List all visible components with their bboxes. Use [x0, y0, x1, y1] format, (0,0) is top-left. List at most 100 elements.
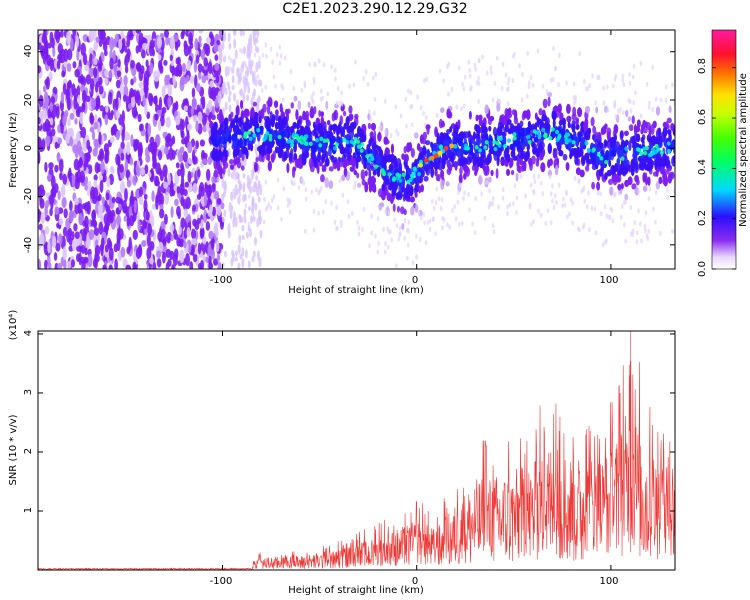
spectrogram-cell	[254, 143, 258, 155]
spectrogram-hotspot	[453, 144, 458, 149]
spectrogram-hotspot	[424, 157, 429, 163]
spectrogram-cell	[545, 89, 549, 95]
spectrogram-cell	[237, 117, 243, 127]
spectrogram-cell	[109, 37, 115, 51]
spectrogram-cell	[610, 165, 616, 176]
spectrogram-cell	[456, 199, 460, 205]
spectrogram-cell	[104, 244, 109, 253]
spectrogram-cell	[127, 30, 133, 39]
spectrogram-cell	[356, 182, 362, 188]
spectrogram-cell	[46, 42, 52, 49]
spectrogram-cell	[263, 196, 266, 202]
spectrogram-cell	[274, 121, 279, 130]
spectrogram-cell	[232, 217, 236, 228]
spectrogram-cell	[246, 181, 250, 189]
spectrogram-cell	[38, 65, 42, 74]
spectrogram-cell	[198, 35, 202, 43]
spectrogram-cell	[77, 94, 81, 105]
spectrogram-cell	[144, 85, 148, 99]
spectrogram-cell	[145, 154, 151, 163]
spectrogram-cell	[558, 149, 564, 157]
spectrogram-cell	[672, 155, 675, 164]
spectrogram-cell	[91, 130, 96, 141]
spectrogram-cell	[489, 70, 493, 76]
spectrogram-cell	[258, 55, 261, 61]
spectrogram-cell	[247, 260, 251, 269]
spectrogram-cell	[76, 140, 82, 155]
spectrogram-cell	[86, 139, 91, 151]
spectrogram-xtick-label: 100	[599, 275, 618, 286]
spectrogram-cell	[147, 223, 153, 236]
spectrogram-cell	[634, 152, 638, 164]
spectrogram-cell	[67, 260, 71, 269]
spectrogram-cell	[133, 199, 137, 213]
spectrogram-cell	[155, 114, 159, 121]
spectrogram-cell	[245, 231, 249, 239]
spectrogram-cell	[241, 258, 245, 269]
spectrogram-cell	[142, 94, 146, 107]
spectrogram-cell	[471, 221, 474, 227]
spectrogram-cell	[253, 52, 257, 58]
spectrogram-cell	[257, 146, 261, 152]
spectrogram-cell	[664, 98, 668, 104]
spectrogram-cell	[98, 221, 104, 235]
spectrogram-cell	[612, 83, 615, 89]
spectrogram-cell	[523, 112, 528, 119]
spectrogram-cell	[82, 163, 87, 172]
spectrogram-cell	[260, 87, 264, 93]
spectrogram-cell	[192, 218, 197, 227]
spectrogram-cell	[195, 54, 200, 64]
spectrogram-cell	[403, 145, 407, 154]
spectrogram-cell	[369, 131, 374, 138]
spectrogram-cell	[503, 135, 507, 146]
spectrogram-cell	[575, 123, 580, 130]
spectrogram-hotspot	[498, 136, 503, 141]
spectrogram-cell	[108, 70, 113, 79]
spectrogram-cell	[314, 187, 318, 193]
spectrogram-cell	[666, 159, 671, 168]
spectrogram-cell	[101, 196, 105, 206]
spectrogram-cell	[432, 142, 438, 154]
colorbar-tick-label: 0.2	[697, 210, 708, 226]
spectrogram-cell	[58, 218, 64, 226]
spectrogram-cell	[523, 152, 529, 162]
spectrogram-cell	[205, 256, 209, 264]
spectrogram-cell	[103, 50, 108, 57]
spectrogram-cell	[368, 182, 373, 193]
spectrogram-cell	[194, 203, 199, 213]
spectrogram-cell	[631, 228, 635, 234]
spectrogram-cell	[234, 250, 238, 257]
spectrogram-cell	[233, 38, 237, 49]
spectrogram-cell	[544, 120, 549, 132]
spectrogram-hotspot	[449, 143, 455, 149]
spectrogram-cell	[254, 45, 258, 52]
spectrogram-cell	[256, 74, 260, 80]
spectrogram-cell	[52, 235, 57, 248]
spectrogram-cell	[492, 228, 496, 234]
spectrogram-cell	[115, 110, 121, 119]
spectrogram-cell	[360, 169, 366, 181]
spectrogram-cell	[632, 63, 636, 69]
spectrogram-cell	[304, 196, 308, 202]
spectrogram-cell	[146, 111, 151, 120]
spectrogram-cell	[99, 105, 105, 112]
spectrogram-cell	[228, 66, 232, 72]
spectrogram-cell	[478, 175, 483, 185]
spectrogram-cell	[190, 247, 195, 254]
snr-xtick-label: -100	[210, 576, 233, 587]
spectrogram-hotspot	[526, 134, 531, 140]
spectrogram-cell	[597, 74, 601, 80]
spectrogram-cell	[123, 215, 127, 222]
spectrogram-cell	[336, 225, 339, 231]
spectrogram-cell	[303, 83, 307, 89]
spectrogram-cell	[583, 199, 586, 205]
spectrogram-cell	[588, 83, 592, 89]
spectrogram-cell	[286, 163, 290, 174]
spectrogram-cell	[197, 242, 202, 255]
spectrogram-cell	[181, 30, 186, 38]
spectrogram-cell	[131, 95, 136, 108]
spectrogram-cell	[57, 262, 63, 269]
spectrogram-cell	[586, 130, 591, 141]
spectrogram-cell	[609, 150, 614, 157]
